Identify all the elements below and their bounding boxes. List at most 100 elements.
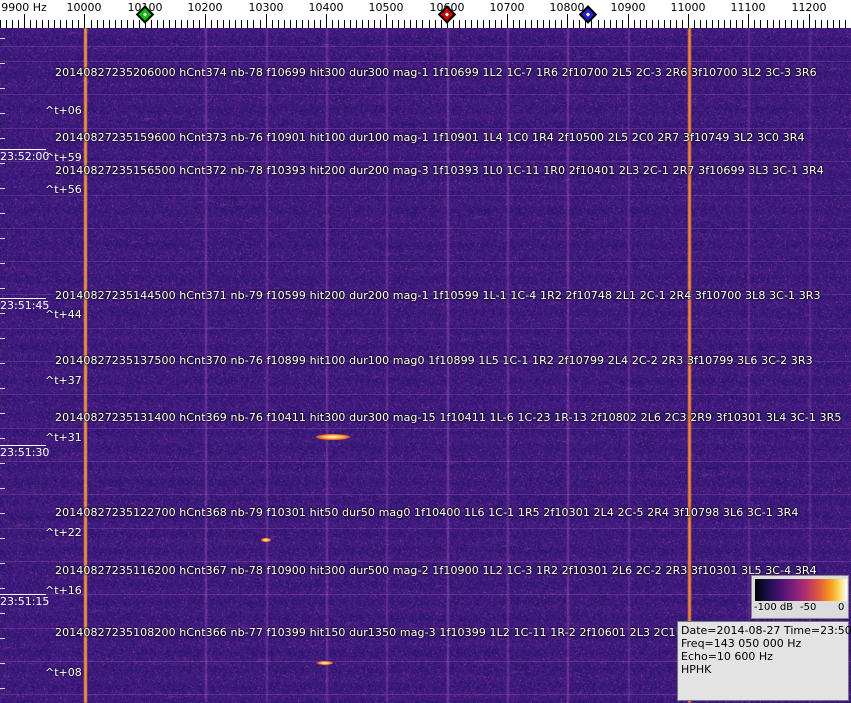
ruler-minor-tick — [706, 20, 707, 28]
time-gridline — [0, 61, 851, 62]
ruler-label: 10900 — [610, 1, 646, 14]
ruler-minor-tick — [664, 20, 665, 28]
ruler-major-tick — [688, 14, 689, 28]
carrier-line — [748, 28, 750, 703]
ruler-minor-tick — [676, 20, 677, 28]
event-record-text: 20140827235159600 hCnt373 nb-76 f10901 h… — [55, 131, 805, 144]
carrier-line — [205, 28, 207, 703]
color-gradient-bar — [755, 579, 847, 601]
ruler-major-tick — [205, 14, 206, 28]
ruler-minor-tick — [797, 20, 798, 28]
ruler-minor-tick — [591, 20, 592, 28]
ruler-minor-tick — [308, 20, 309, 28]
ruler-minor-tick — [121, 20, 122, 28]
event-time-offset: ^t+59 — [45, 151, 82, 164]
spectrogram-canvas[interactable] — [0, 28, 851, 703]
ruler-minor-tick — [760, 20, 761, 28]
ruler-minor-tick — [356, 20, 357, 28]
meteor-echo — [316, 434, 350, 440]
color-scale-labels: -100 dB -50 0 — [752, 602, 850, 618]
time-tick-minor — [0, 588, 5, 589]
ruler-minor-tick — [441, 20, 442, 28]
time-gridline — [0, 228, 851, 229]
ruler-minor-tick — [670, 20, 671, 28]
info-station: HPHK — [681, 663, 712, 676]
ruler-minor-tick — [489, 20, 490, 28]
ruler-minor-tick — [193, 20, 194, 28]
ruler-minor-tick — [380, 20, 381, 28]
ruler-minor-tick — [60, 20, 61, 28]
ruler-minor-tick — [66, 20, 67, 28]
time-tick-major — [0, 298, 46, 299]
ruler-minor-tick — [652, 20, 653, 28]
ruler-minor-tick — [78, 20, 79, 28]
ruler-minor-tick — [640, 20, 641, 28]
ruler-minor-tick — [767, 20, 768, 28]
time-gridline — [0, 694, 851, 695]
info-date-time: Date=2014-08-27 Time=23:50 UTC — [681, 624, 851, 637]
time-tick-minor — [0, 438, 5, 439]
ruler-minor-tick — [646, 20, 647, 28]
event-record-text: 20140827235144500 hCnt371 nb-79 f10599 h… — [55, 289, 821, 302]
ruler-minor-tick — [495, 20, 496, 28]
ruler-minor-tick — [465, 20, 466, 28]
ruler-minor-tick — [694, 20, 695, 28]
time-tick-minor — [0, 63, 5, 64]
ruler-minor-tick — [169, 20, 170, 28]
ruler-minor-tick — [422, 20, 423, 28]
time-tick-minor — [0, 463, 5, 464]
ruler-minor-tick — [290, 20, 291, 28]
ruler-minor-tick — [616, 20, 617, 28]
ruler-minor-tick — [416, 20, 417, 28]
info-echo: Echo=10 600 Hz — [681, 650, 773, 663]
ruler-minor-tick — [404, 20, 405, 28]
ruler-minor-tick — [773, 20, 774, 28]
time-tick-major — [0, 445, 46, 446]
ruler-minor-tick — [561, 20, 562, 28]
time-gridline — [0, 195, 851, 196]
meteor-echo — [317, 661, 333, 665]
ruler-minor-tick — [827, 20, 828, 28]
ruler-minor-tick — [736, 20, 737, 28]
ruler-major-tick — [507, 14, 508, 28]
carrier-line — [688, 28, 691, 703]
ruler-minor-tick — [435, 20, 436, 28]
ruler-minor-tick — [241, 20, 242, 28]
ruler-minor-tick — [803, 20, 804, 28]
station-info-box: Date=2014-08-27 Time=23:50 UTC Freq=143 … — [677, 621, 851, 701]
ruler-minor-tick — [658, 20, 659, 28]
time-tick-minor — [0, 288, 5, 289]
ruler-minor-tick — [18, 20, 19, 28]
ruler-minor-tick — [815, 20, 816, 28]
event-time-offset: ^t+06 — [45, 104, 82, 117]
time-tick-minor — [0, 663, 5, 664]
time-gridline — [0, 661, 851, 662]
ruler-minor-tick — [296, 20, 297, 28]
time-gridline — [0, 261, 851, 262]
ruler-major-tick — [266, 14, 267, 28]
carrier-line — [386, 28, 388, 703]
ruler-label: 10400 — [308, 1, 344, 14]
ruler-minor-tick — [845, 20, 846, 28]
event-time-offset: ^t+08 — [45, 666, 82, 679]
ruler-minor-tick — [531, 20, 532, 28]
frequency-ruler[interactable]: 9900 Hz100001010010200103001040010500106… — [0, 0, 851, 28]
event-time-offset: ^t+22 — [45, 526, 82, 539]
event-time-offset: ^t+44 — [45, 308, 82, 321]
event-record-text: 20140827235116200 hCnt367 nb-78 f10900 h… — [55, 564, 817, 577]
ruler-minor-tick — [253, 20, 254, 28]
ruler-minor-tick — [223, 20, 224, 28]
ruler-minor-tick — [133, 20, 134, 28]
color-scale-mid: -50 — [800, 602, 817, 613]
ruler-minor-tick — [610, 20, 611, 28]
ruler-minor-tick — [302, 20, 303, 28]
time-gridline — [0, 528, 851, 529]
ruler-minor-tick — [109, 20, 110, 28]
time-tick-minor — [0, 163, 5, 164]
time-tick-minor — [0, 338, 5, 339]
ruler-minor-tick — [598, 20, 599, 28]
ruler-major-tick — [326, 14, 327, 28]
ruler-label: 11100 — [730, 1, 766, 14]
ruler-minor-tick — [537, 20, 538, 28]
ruler-minor-tick — [525, 20, 526, 28]
